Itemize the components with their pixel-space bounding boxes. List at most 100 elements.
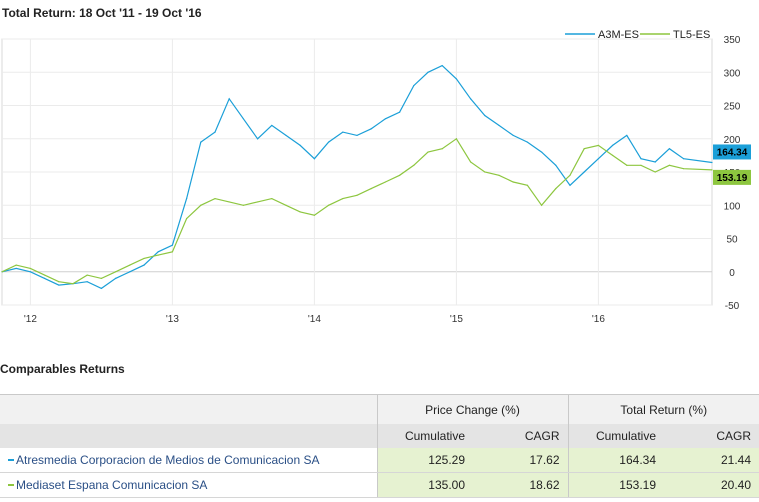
tr-cagr-header: CAGR: [664, 424, 759, 448]
data-point: [100, 277, 102, 279]
company-link[interactable]: Mediaset Espana Comunicacion SA: [16, 478, 208, 492]
data-point: [626, 134, 628, 137]
y-tick-label: 100: [724, 201, 741, 212]
table-row: Atresmedia Corporacion de Medios de Comu…: [0, 448, 759, 473]
data-point: [555, 164, 557, 166]
data-point: [541, 151, 543, 153]
y-tick-label: -50: [725, 301, 740, 312]
data-point: [44, 274, 46, 276]
data-point: [498, 124, 500, 127]
data-point: [668, 164, 671, 166]
x-tick-label: '16: [592, 314, 605, 325]
data-point: [86, 274, 88, 276]
y-tick-label: 300: [724, 68, 741, 79]
tr-cumulative-header: Cumulative: [567, 424, 664, 448]
series-swatch: [8, 483, 14, 486]
total-return-header: Total Return (%): [567, 394, 759, 424]
data-point: [612, 144, 614, 146]
x-tick-label: '15: [450, 314, 463, 325]
data-point: [257, 138, 259, 140]
y-tick-label: 200: [724, 135, 741, 146]
data-point: [526, 141, 529, 143]
column-header-row: Cumulative CAGR Cumulative CAGR: [0, 424, 759, 448]
data-point: [597, 144, 600, 146]
data-point: [484, 114, 486, 117]
data-point: [654, 161, 656, 163]
data-point: [541, 204, 543, 206]
data-point: [15, 264, 17, 266]
data-point: [228, 98, 230, 100]
data-point: [157, 251, 159, 253]
data-point: [597, 158, 600, 160]
comparables-table: Price Change (%) Total Return (%) Cumula…: [0, 394, 759, 498]
last-value-label: 153.19: [717, 173, 748, 184]
x-tick-label: '13: [166, 314, 179, 325]
y-tick-label: 50: [726, 235, 738, 246]
data-point: [186, 198, 188, 200]
data-point: [526, 184, 529, 186]
series-swatch: [8, 458, 14, 461]
data-point: [711, 169, 713, 171]
group-header-row: Price Change (%) Total Return (%): [0, 394, 759, 424]
y-tick-label: 350: [724, 35, 741, 46]
data-point: [384, 181, 386, 183]
tr-cumulative-cell: 164.34: [567, 448, 664, 473]
data-point: [555, 188, 557, 190]
data-point: [399, 111, 401, 113]
data-point: [58, 281, 60, 283]
data-point: [569, 174, 571, 176]
pc-cagr-cell: 17.62: [473, 448, 568, 473]
data-point: [342, 131, 344, 133]
data-point: [299, 144, 301, 146]
data-point: [171, 251, 173, 253]
company-name-cell[interactable]: Atresmedia Corporacion de Medios de Comu…: [0, 448, 377, 473]
data-point: [242, 204, 244, 206]
data-point: [668, 148, 671, 150]
data-point: [115, 271, 117, 273]
data-point: [640, 164, 642, 166]
data-point: [285, 134, 287, 137]
data-point: [512, 181, 514, 183]
data-point: [683, 168, 685, 170]
data-point: [313, 214, 315, 216]
header-spacer: [0, 424, 377, 448]
data-point: [143, 264, 145, 266]
data-point: [470, 98, 472, 100]
data-point: [129, 271, 131, 273]
comparables-title: Comparables Returns: [0, 362, 125, 376]
data-point: [427, 71, 429, 73]
pc-cumulative-cell: 135.00: [376, 472, 473, 498]
data-point: [285, 204, 287, 206]
data-point: [200, 204, 202, 206]
data-point: [328, 141, 330, 143]
data-point: [427, 151, 429, 153]
data-point: [455, 78, 457, 80]
header-spacer: [0, 394, 377, 424]
x-tick-label: '14: [308, 314, 321, 325]
data-point: [186, 217, 188, 220]
data-point: [313, 158, 315, 160]
data-point: [143, 257, 145, 260]
data-point: [356, 194, 358, 196]
data-point: [640, 158, 642, 160]
y-tick-label: 250: [724, 102, 741, 113]
data-point: [370, 128, 372, 130]
data-point: [44, 277, 46, 279]
data-point: [200, 141, 202, 143]
data-point: [15, 267, 17, 270]
data-point: [484, 171, 486, 173]
series-line-TL5-ES: [1, 137, 713, 285]
data-point: [626, 164, 628, 166]
data-point: [228, 201, 230, 203]
data-point: [1, 271, 3, 273]
company-name-cell[interactable]: Mediaset Espana Comunicacion SA: [0, 472, 377, 498]
data-point: [612, 154, 614, 156]
data-point: [370, 188, 372, 190]
data-point: [257, 201, 259, 203]
company-link[interactable]: Atresmedia Corporacion de Medios de Comu…: [16, 453, 320, 467]
data-point: [413, 164, 415, 166]
series-line-A3M-ES: [1, 64, 713, 290]
data-point: [654, 171, 656, 173]
data-point: [583, 148, 585, 150]
data-point: [58, 284, 60, 286]
